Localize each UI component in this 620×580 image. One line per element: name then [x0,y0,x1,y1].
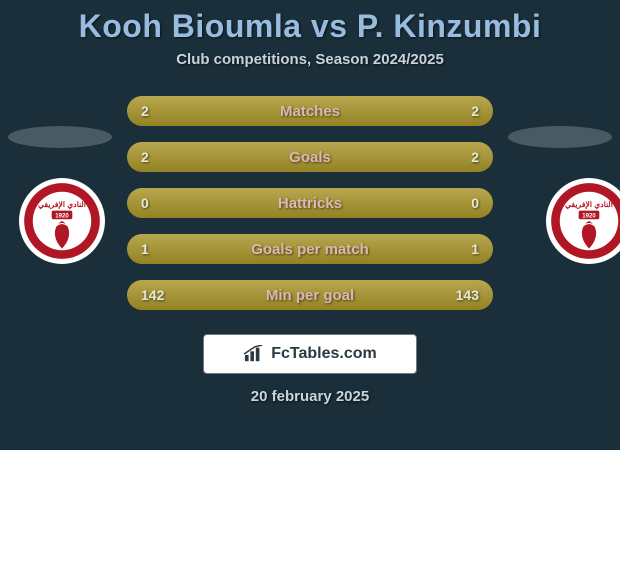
club-crest-icon: النادي الإفريقي 1920 [546,178,620,264]
stat-value-right: 0 [457,188,493,218]
stat-value-right: 1 [457,234,493,264]
player-shadow-left [8,126,112,148]
stat-label: Hattricks [278,195,342,212]
brand-badge[interactable]: FcTables.com [203,334,417,374]
stat-value-right: 2 [457,142,493,172]
bar-chart-icon [243,345,265,363]
page-title: Kooh Bioumla vs P. Kinzumbi [79,8,542,45]
footer-date: 20 february 2025 [251,388,369,405]
stats-list: 2 Matches 2 2 Goals 2 0 Hattricks 0 1 Go… [127,96,493,310]
stat-value-left: 142 [127,280,178,310]
stat-row: 2 Goals 2 [127,142,493,172]
svg-text:1920: 1920 [582,214,596,220]
club-badge-left: النادي الإفريقي 1920 [19,178,105,264]
stat-value-left: 2 [127,96,163,126]
club-crest-icon: النادي الإفريقي 1920 [19,178,105,264]
stat-value-right: 143 [442,280,493,310]
whitespace-below [0,450,620,580]
brand-text: FcTables.com [271,345,377,363]
svg-text:النادي الإفريقي: النادي الإفريقي [565,200,613,210]
page-subtitle: Club competitions, Season 2024/2025 [176,51,444,68]
stat-value-left: 2 [127,142,163,172]
stat-label: Matches [280,103,340,120]
stat-label: Goals [289,149,331,166]
player-shadow-right [508,126,612,148]
svg-text:النادي الإفريقي: النادي الإفريقي [38,200,86,210]
svg-text:1920: 1920 [55,214,69,220]
stat-row: 0 Hattricks 0 [127,188,493,218]
stat-row: 1 Goals per match 1 [127,234,493,264]
comparison-card: Kooh Bioumla vs P. Kinzumbi Club competi… [0,0,620,450]
stat-label: Min per goal [266,287,354,304]
stat-value-left: 0 [127,188,163,218]
stat-value-right: 2 [457,96,493,126]
stat-label: Goals per match [251,241,369,258]
stat-value-left: 1 [127,234,163,264]
club-badge-right: النادي الإفريقي 1920 [546,178,620,264]
stat-row: 2 Matches 2 [127,96,493,126]
stat-row: 142 Min per goal 143 [127,280,493,310]
